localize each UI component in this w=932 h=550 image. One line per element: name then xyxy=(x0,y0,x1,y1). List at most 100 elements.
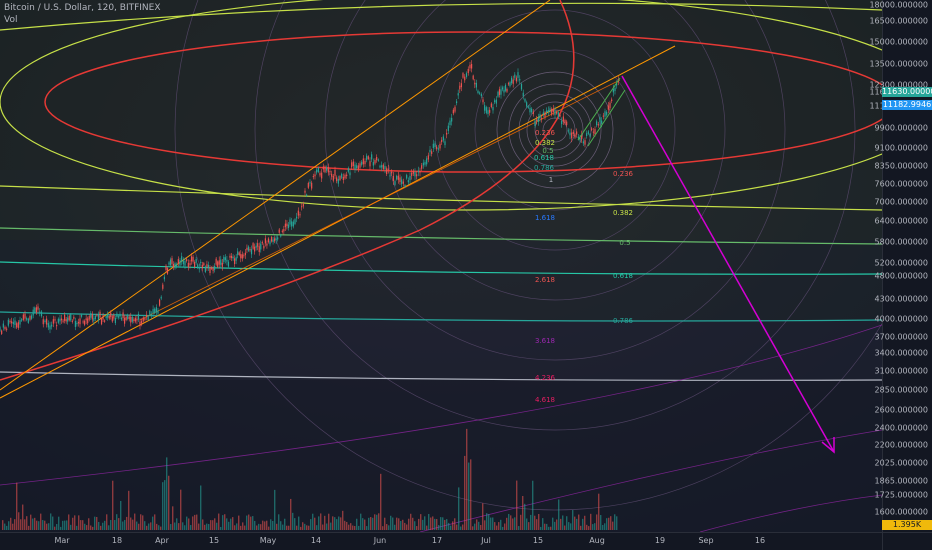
volume-bar xyxy=(512,518,514,530)
candle-body xyxy=(582,141,584,144)
fib-circle xyxy=(474,49,636,211)
candle-body xyxy=(59,318,61,322)
candle-body xyxy=(542,112,544,115)
volume-bar xyxy=(404,522,406,530)
volume-bar xyxy=(498,522,500,530)
projection-arrow[interactable] xyxy=(621,75,835,454)
volume-bar xyxy=(342,510,344,530)
candle-body xyxy=(62,320,64,322)
red-ellipse xyxy=(44,31,882,173)
candle-body xyxy=(52,319,54,324)
candle-body xyxy=(4,326,6,330)
chart-pane[interactable]: Bitcoin / U.S. Dollar, 120, BITFINEX Vol… xyxy=(0,0,882,532)
volume-bar xyxy=(322,524,324,530)
candle-body xyxy=(189,263,191,266)
candle-body xyxy=(184,260,186,266)
candle-body xyxy=(209,267,211,274)
candle-body xyxy=(489,109,491,113)
volume-bar xyxy=(244,525,246,530)
candle-body xyxy=(462,73,464,78)
symbol-title[interactable]: Bitcoin / U.S. Dollar, 120, BITFINEX xyxy=(4,3,161,13)
candle-body xyxy=(409,176,411,181)
candle-body xyxy=(344,174,346,179)
volume-bar xyxy=(248,514,250,530)
volume-bar xyxy=(166,457,168,530)
candle-body xyxy=(547,110,549,112)
fib-circle xyxy=(434,9,676,251)
candle-body xyxy=(215,258,217,265)
volume-bar xyxy=(108,525,110,530)
candle-body xyxy=(366,155,368,161)
candle-body xyxy=(44,320,46,323)
green-channel-line xyxy=(587,89,626,147)
chart-canvas[interactable]: 0.2360.3820.50.6180.78610.2360.3820.50.6… xyxy=(0,0,882,532)
candle-body xyxy=(482,99,484,103)
price-tick-label: 2850.000000 xyxy=(874,385,928,395)
volume-bar xyxy=(104,520,106,530)
volume-bar xyxy=(200,485,202,530)
candle-body xyxy=(319,173,321,176)
candle-body xyxy=(501,87,504,90)
volume-bar xyxy=(570,523,572,530)
time-scale[interactable]: Mar 18 Apr 15 May 14 Jun 17 Jul 15 Aug 19 Sep 16 xyxy=(0,532,882,550)
candle-body xyxy=(130,316,132,323)
volume-bar xyxy=(332,516,334,530)
candle-body xyxy=(581,134,583,139)
candle-body xyxy=(210,267,213,269)
volume-bar xyxy=(552,517,554,530)
candle-body xyxy=(24,313,26,319)
volume-bar xyxy=(444,519,446,530)
candle-body xyxy=(457,93,459,96)
volume-bar xyxy=(372,517,374,530)
teal-arc-05 xyxy=(0,261,882,275)
volume-bar xyxy=(266,520,268,530)
volume-bar xyxy=(544,523,546,530)
volume-bar xyxy=(518,526,520,530)
candle-body xyxy=(546,110,548,113)
volume-bar xyxy=(110,520,112,530)
volume-bar xyxy=(500,519,502,530)
candle-body xyxy=(359,163,361,168)
candle-body xyxy=(311,182,313,189)
candle-body xyxy=(11,321,13,324)
orange-channel-lower xyxy=(0,45,676,399)
candle-body xyxy=(67,317,69,322)
volume-bar xyxy=(412,517,414,530)
gray-arc-0786 xyxy=(0,371,882,381)
candle-body xyxy=(332,175,334,181)
volume-bar xyxy=(4,523,6,530)
volume-bar xyxy=(50,513,52,530)
volume-legend[interactable]: Vol xyxy=(4,15,18,25)
time-tick-label: 15 xyxy=(532,536,544,545)
fill-band xyxy=(0,380,882,532)
candle-body xyxy=(149,310,151,315)
volume-bar xyxy=(546,523,548,530)
fib-circle xyxy=(384,0,726,301)
volume-bar xyxy=(144,521,146,530)
candle-body xyxy=(192,256,194,262)
volume-bar xyxy=(220,526,222,530)
volume-bar xyxy=(84,523,86,530)
candle-body xyxy=(182,260,184,265)
volume-bar xyxy=(32,518,34,530)
volume-bar xyxy=(494,522,496,530)
volume-bar xyxy=(276,523,278,530)
candle-body xyxy=(97,314,100,321)
volume-bar xyxy=(380,473,382,530)
candle-body xyxy=(141,320,143,324)
candle-body xyxy=(419,171,421,173)
volume-bar xyxy=(442,517,444,530)
candle-body xyxy=(19,320,21,325)
volume-bar xyxy=(484,520,486,530)
volume-bar xyxy=(554,521,556,530)
candle-body xyxy=(79,318,81,325)
price-scale[interactable]: 18000.000000 16500.000000 15000.000000 1350… xyxy=(869,0,932,532)
volume-bar xyxy=(208,523,210,530)
volume-bar xyxy=(384,517,386,530)
volume-bar xyxy=(134,513,136,530)
candle-body xyxy=(102,315,104,320)
fill-band xyxy=(0,240,882,320)
volume-bar xyxy=(566,516,568,530)
fib-circle xyxy=(324,0,786,361)
volume-bar xyxy=(78,515,80,530)
